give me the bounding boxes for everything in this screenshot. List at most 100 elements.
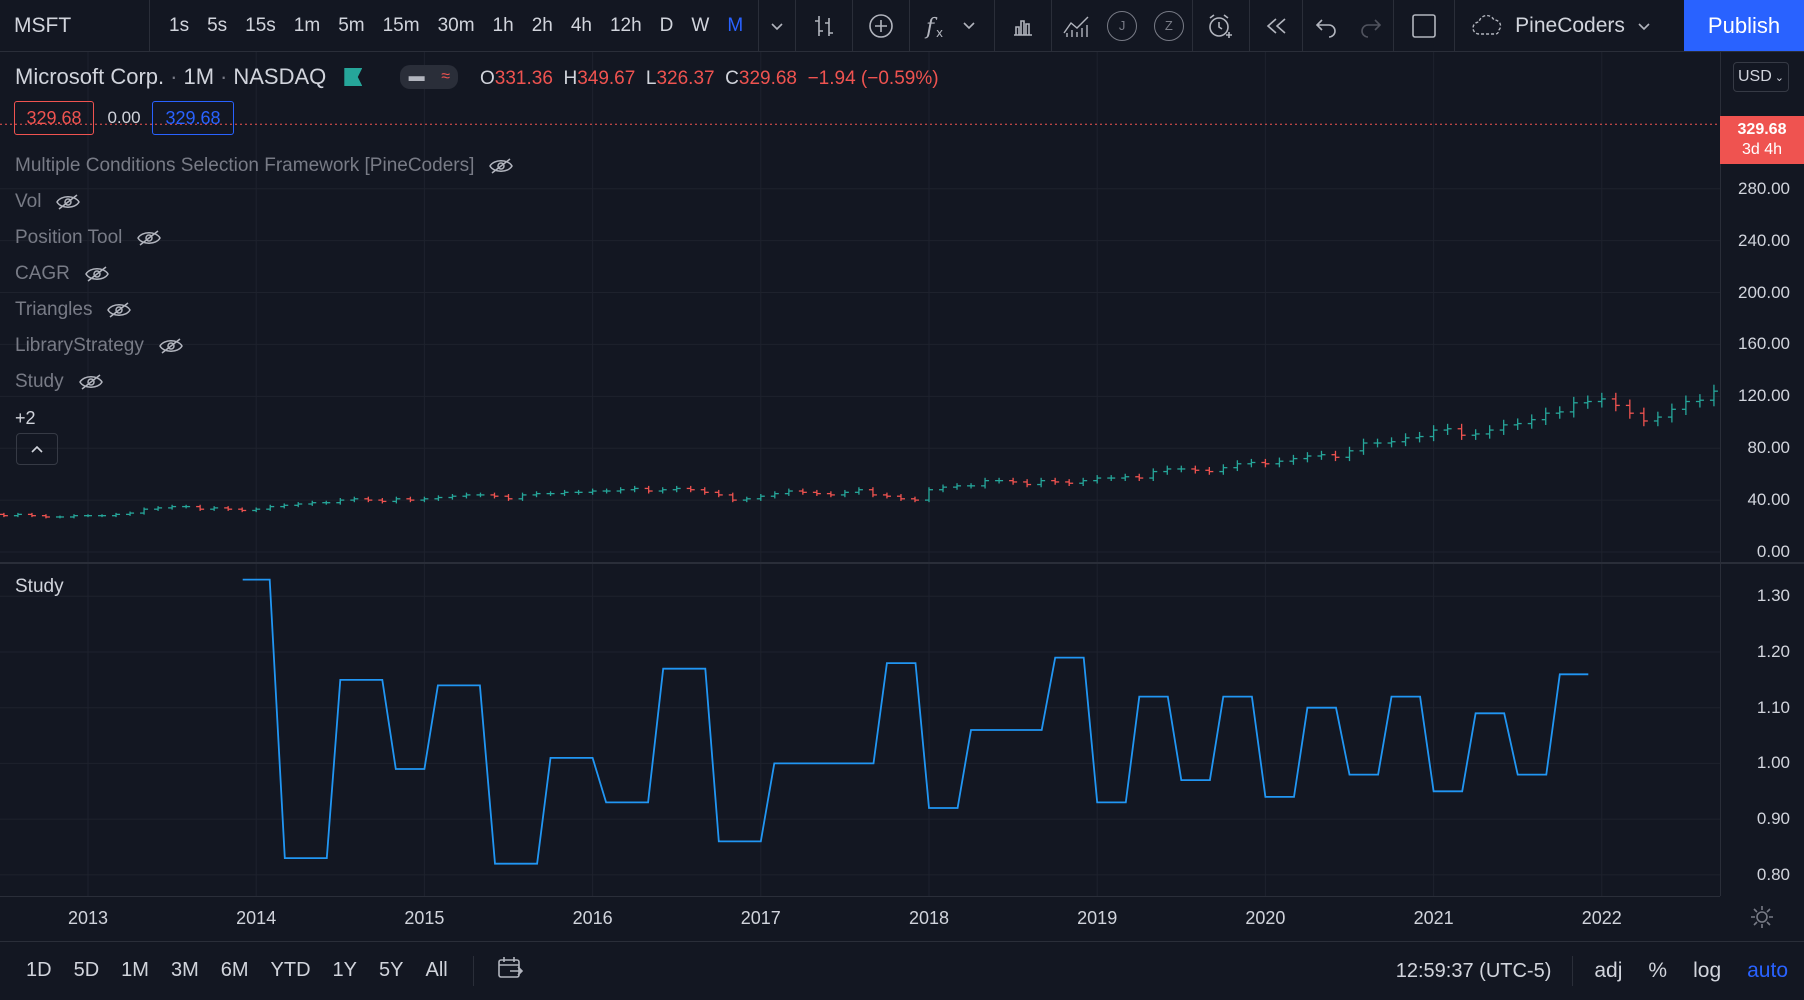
indicator-name: Position Tool [15,227,123,248]
open-value: 331.36 [494,68,553,89]
range-6m[interactable]: 6M [220,959,249,981]
log-toggle[interactable]: log [1693,959,1722,982]
range-3m[interactable]: 3M [170,959,199,981]
account-menu[interactable]: PineCoders [1455,0,1665,51]
layout-icon[interactable] [1394,0,1456,51]
price-axis-label: 80.00 [1747,438,1790,458]
ohlc-bar [1667,403,1676,423]
interval-W[interactable]: W [691,14,710,36]
hidden-eye-icon[interactable] [55,193,81,211]
exchange: NASDAQ [233,64,327,89]
ohlc-bar [182,504,191,509]
ohlc-bar [1695,394,1704,408]
ohlc-bar [420,496,429,503]
interval-2h[interactable]: 2h [531,14,553,36]
interval-12h[interactable]: 12h [609,14,642,36]
time-axis[interactable]: 2013 2014 2015 2016 2017 2018 2019 2020 2021 2022 [0,896,1720,940]
interval-5m[interactable]: 5m [338,14,365,36]
add-compare-icon[interactable] [853,0,911,51]
j-button[interactable]: J [1107,10,1138,41]
study-chart[interactable] [0,564,1720,896]
price-axis-label: 200.00 [1738,282,1790,302]
clock[interactable]: 12:59:37 (UTC-5) [1395,959,1552,982]
hidden-eye-icon[interactable] [488,157,514,175]
interval-1m[interactable]: 1m [293,14,321,36]
time-label: 2021 [1413,908,1454,928]
chevron-down-icon [771,22,783,30]
range-1d[interactable]: 1D [26,959,52,981]
more-indicators[interactable]: +2 [15,407,36,428]
chart-line-icon[interactable] [1061,13,1091,39]
range-5y[interactable]: 5Y [379,959,404,981]
publish-button[interactable]: Publish [1684,0,1804,51]
symbol-search[interactable]: MSFT [0,0,150,51]
ohlc-bar [1653,411,1662,427]
symbol-legend: Microsoft Corp. · 1M · NASDAQ ▬ ≈ [15,64,459,90]
price-axis[interactable]: 280.00 240.00 200.00 160.00 120.00 80.00 40.00… [1720,52,1804,896]
hidden-eye-icon[interactable] [136,229,162,247]
ohlc-bar [41,514,50,519]
hidden-eye-icon[interactable] [78,373,104,391]
ohlc-bar [1373,438,1382,448]
bar-style-icon[interactable] [796,0,854,51]
interval-30m[interactable]: 30m [437,14,475,36]
interval-M[interactable]: M [727,14,744,36]
indicator-row[interactable]: Study [15,364,514,400]
hidden-eye-icon[interactable] [84,265,110,283]
interval-D[interactable]: D [659,14,674,36]
range-1m[interactable]: 1M [121,959,149,981]
buy-button[interactable]: 329.68 [152,101,234,135]
collapse-legend-button[interactable] [16,433,58,465]
undo-icon[interactable] [1314,14,1338,38]
indicator-row[interactable]: CAGR [15,256,514,292]
interval-1h[interactable]: 1h [492,14,514,36]
pane-separator[interactable] [0,562,1804,564]
hidden-eye-icon[interactable] [158,337,184,355]
settings-icon[interactable] [1748,903,1776,936]
percent-toggle[interactable]: % [1648,959,1668,982]
ohlc-bar [812,489,821,496]
ohlc-bar [1387,437,1396,448]
price-chart[interactable] [0,52,1720,562]
interval-1s[interactable]: 1s [169,14,190,36]
interval-dropdown[interactable] [759,0,797,51]
interval-4h[interactable]: 4h [570,14,592,36]
replay-icon[interactable] [1250,0,1304,51]
flag-icon[interactable] [344,68,363,86]
adj-toggle[interactable]: adj [1594,959,1623,982]
ohlc-bar [1611,392,1620,412]
indicator-row[interactable]: Position Tool [15,220,514,256]
hidden-eye-icon[interactable] [106,301,132,319]
indicator-row[interactable]: Vol [15,184,514,220]
sell-button[interactable]: 329.68 [14,101,94,135]
indicator-row[interactable]: LibraryStrategy [15,328,514,364]
ohlc-bar [616,487,625,494]
ohlc-bar [868,487,877,498]
legend-toggle[interactable]: ▬ ≈ [400,65,459,89]
redo-icon[interactable] [1359,14,1383,38]
ohlc-bar [168,504,177,510]
indicator-row[interactable]: Triangles [15,292,514,328]
study-title[interactable]: Study [15,576,64,597]
z-button[interactable]: Z [1153,10,1184,41]
indicator-row[interactable]: Multiple Conditions Selection Framework … [15,148,514,184]
indicator-name: Multiple Conditions Selection Framework … [15,155,475,176]
range-all[interactable]: All [425,959,448,981]
interval-5s[interactable]: 5s [207,14,228,36]
go-to-date-icon[interactable] [496,955,524,986]
ohlc-bar [154,506,163,511]
currency-selector[interactable]: USD ⌄ [1733,62,1789,92]
alert-icon[interactable] [1193,0,1251,51]
interval-15s[interactable]: 15s [245,14,276,36]
templates-icon[interactable] [995,0,1053,51]
ohlc-bar [308,500,317,506]
ohlc-bar [644,485,653,494]
ohlc-bar [1107,475,1116,482]
range-5d[interactable]: 5D [73,959,100,981]
auto-toggle[interactable]: auto [1747,959,1788,982]
interval-15m[interactable]: 15m [382,14,420,36]
range-1y[interactable]: 1Y [332,959,358,981]
range-ytd[interactable]: YTD [270,959,311,981]
ohlc-bar [378,498,387,504]
